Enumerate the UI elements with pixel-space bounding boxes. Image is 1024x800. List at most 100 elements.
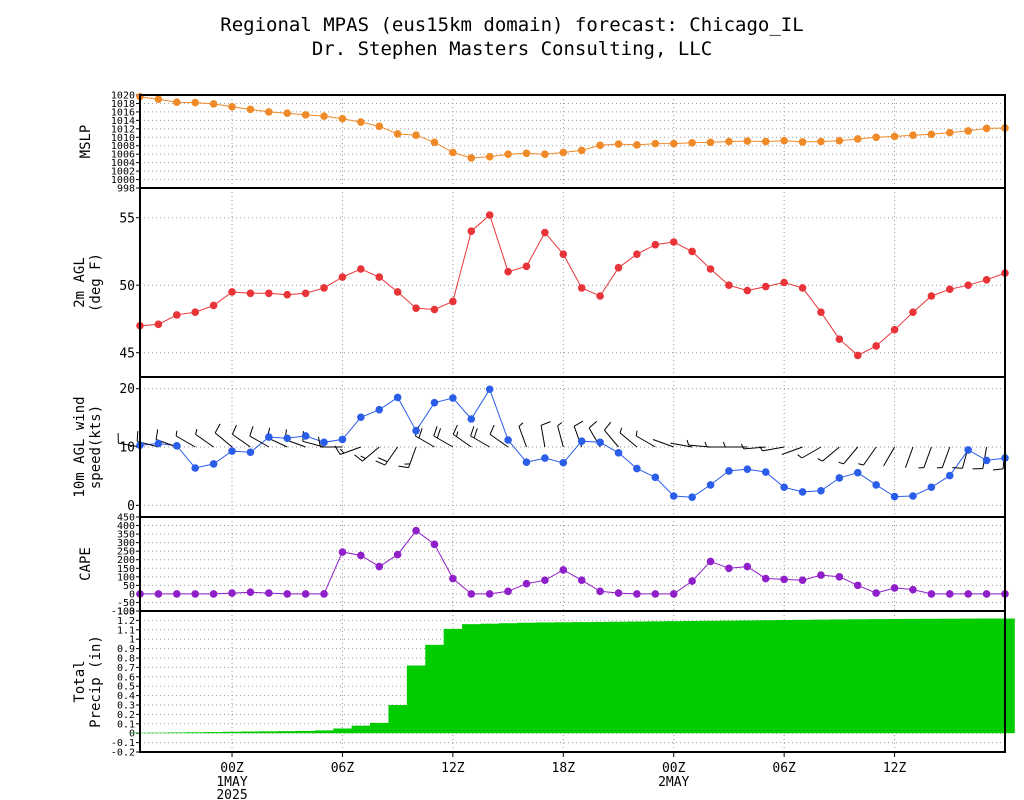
data-point: [430, 540, 439, 549]
data-point: [301, 590, 310, 598]
data-point: [430, 305, 439, 314]
data-point: [320, 438, 328, 447]
data-point: [964, 281, 972, 290]
y-tick-label: 300: [117, 538, 135, 549]
data-point: [522, 149, 531, 158]
precip-bar: [425, 644, 445, 734]
data-point: [743, 137, 752, 145]
data-point: [173, 442, 181, 450]
data-point: [246, 105, 255, 114]
precip-bar: [572, 622, 592, 734]
data-point: [577, 284, 586, 292]
data-point: [817, 137, 825, 146]
y-tick-label: 10: [119, 441, 135, 456]
y-tick-label: 50: [119, 279, 135, 294]
data-point: [559, 250, 568, 258]
data-point: [596, 438, 604, 447]
y-tick-label: 1004: [111, 158, 135, 169]
data-point: [743, 465, 752, 473]
wind-barb: [195, 429, 214, 448]
wind-barb: [838, 446, 859, 465]
data-point: [449, 148, 457, 157]
y-axis-label: Total: [72, 660, 88, 702]
wind-barb: [603, 421, 619, 448]
x-tick-label: 00Z: [220, 761, 244, 776]
wind-barb: [231, 424, 251, 448]
precip-bar: [940, 618, 960, 734]
data-point: [798, 576, 807, 585]
chart-subtitle: Dr. Stephen Masters Consulting, LLC: [312, 38, 712, 60]
wind-barb: [540, 421, 551, 448]
data-point: [522, 262, 531, 271]
y-axis-label: (deg F): [88, 253, 104, 312]
wind-barb: [817, 446, 840, 462]
data-point: [688, 577, 696, 585]
y-tick-label: 1002: [111, 167, 135, 178]
data-point: [835, 335, 844, 344]
wind-barb: [858, 446, 877, 466]
wind-barb: [904, 446, 914, 468]
data-point: [191, 590, 200, 598]
precip-bar: [664, 621, 684, 734]
data-point: [835, 136, 844, 145]
data-point: [154, 320, 163, 329]
data-point: [596, 587, 604, 596]
data-point: [872, 481, 880, 489]
data-point: [669, 492, 678, 500]
data-point: [596, 141, 604, 150]
data-point: [577, 146, 586, 155]
precip-bar: [646, 621, 666, 734]
precip-bar: [609, 621, 629, 734]
data-point: [614, 589, 623, 597]
y-tick-label: 1016: [111, 107, 135, 118]
wind-barb: [781, 446, 803, 455]
data-point: [173, 311, 181, 319]
data-point: [283, 434, 292, 443]
y-tick-label: 998: [117, 184, 135, 195]
data-point: [228, 103, 236, 111]
data-point: [614, 449, 623, 457]
y-tick-label: 0: [129, 729, 135, 740]
panel-temperature: 45 50 55 2m AGL (deg F): [72, 187, 1009, 378]
wind-barb: [722, 441, 748, 448]
data-point: [633, 250, 641, 258]
wind-barb: [797, 446, 822, 459]
data-point: [154, 590, 163, 598]
precip-bar: [977, 618, 997, 734]
data-point: [890, 584, 899, 592]
y-tick-label: -0.2: [111, 748, 135, 759]
y-tick-label: 0.5: [117, 682, 135, 693]
wind-barb: [918, 446, 932, 469]
wind-barb: [518, 422, 527, 448]
data-point: [890, 132, 899, 141]
precip-bar: [278, 731, 298, 734]
data-point: [338, 435, 347, 444]
data-point: [522, 458, 531, 466]
precip-bar: [682, 620, 702, 734]
data-point: [209, 590, 218, 598]
data-point: [246, 588, 255, 596]
data-point: [651, 590, 660, 598]
data-point: [945, 128, 954, 137]
precip-bar: [885, 618, 905, 734]
y-tick-label: 1006: [111, 150, 135, 161]
data-point: [209, 460, 218, 468]
data-point: [449, 574, 457, 583]
panels: 9981000100210041006100810101012101410161…: [72, 91, 1015, 759]
precip-bar: [222, 731, 242, 734]
wind-barb: [398, 446, 417, 469]
data-point: [909, 585, 917, 594]
x-date-label: 2MAY: [658, 775, 689, 790]
precip-bar: [517, 622, 537, 734]
data-point: [504, 436, 512, 444]
y-tick-label: 1.3: [117, 607, 135, 618]
data-point: [853, 351, 862, 360]
wind-barb: [883, 446, 896, 467]
precip-bar: [958, 618, 978, 734]
data-point: [725, 137, 733, 146]
data-point: [467, 154, 476, 162]
precip-bar: [866, 619, 886, 734]
data-point: [559, 458, 568, 467]
